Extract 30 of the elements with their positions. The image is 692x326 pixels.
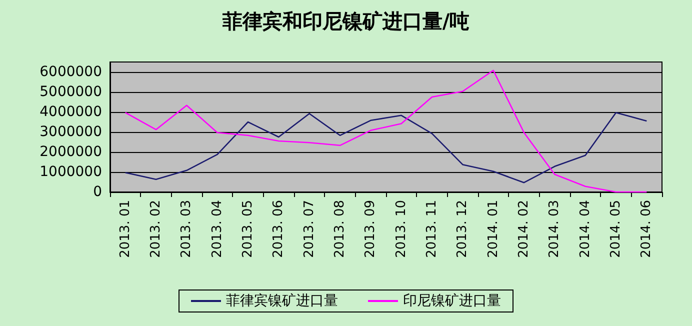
x-tick-label: 2013. 05 [240, 200, 256, 258]
x-tick-label: 2014. 05 [608, 200, 624, 258]
x-tick-label: 2013. 11 [424, 200, 440, 258]
x-tick-label: 2013. 02 [148, 200, 164, 258]
x-tick-label: 2014. 03 [547, 200, 562, 258]
x-tick-label: 2013. 07 [302, 200, 317, 258]
x-tick-label: 2013. 12 [455, 200, 470, 258]
x-tick-label: 2013. 03 [179, 200, 194, 258]
x-tick-label: 2014. 01 [486, 200, 501, 258]
y-tick-label: 4000000 [40, 104, 102, 120]
line-series [124, 70, 648, 193]
x-tick-label: 2013. 04 [210, 200, 225, 258]
y-tick-label: 5000000 [40, 84, 102, 100]
x-tick-label: 2013. 08 [332, 200, 348, 258]
y-tick-label: 0 [93, 184, 102, 200]
y-tick-label: 1000000 [40, 164, 102, 180]
x-tick-label: 2013. 10 [394, 200, 409, 258]
y-tick-label: 2000000 [40, 144, 102, 160]
x-tick-label: 2014. 04 [578, 200, 593, 258]
line-series [124, 112, 648, 184]
x-tick-label: 2014. 06 [639, 200, 654, 258]
legend-label: 印尼镍矿进口量 [403, 293, 501, 309]
x-tick-label: 2013. 09 [363, 200, 378, 258]
x-tick-label: 2014. 02 [516, 200, 532, 258]
chart-title: 菲律宾和印尼镍矿进口量/吨 [221, 9, 470, 33]
legend-label: 菲律宾镍矿进口量 [226, 293, 338, 309]
x-tick-label: 2013. 01 [118, 200, 133, 258]
x-tick-label: 2013. 06 [271, 200, 286, 258]
y-tick-label: 6000000 [40, 64, 102, 80]
y-tick-label: 3000000 [40, 124, 102, 140]
